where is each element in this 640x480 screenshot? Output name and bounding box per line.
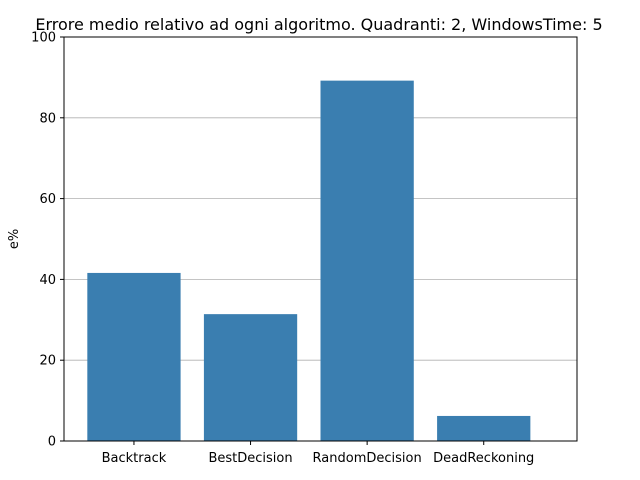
y-tick-label: 100 — [31, 31, 56, 46]
y-tick-label: 20 — [39, 354, 56, 369]
y-tick-label: 60 — [39, 192, 56, 207]
bars — [87, 80, 531, 441]
bar-deadreckoning — [437, 415, 531, 441]
bar-randomdecision — [320, 80, 414, 441]
x-tick-label: DeadReckoning — [433, 451, 534, 466]
x-tick-label: Backtrack — [102, 451, 167, 466]
chart-title: Errore medio relativo ad ogni algoritmo.… — [35, 15, 602, 34]
y-axis-ticks: 0 20 40 60 80 100 — [31, 31, 64, 450]
x-axis-ticks: Backtrack BestDecision RandomDecision DeadR… — [102, 441, 534, 466]
y-tick-label: 80 — [39, 111, 56, 126]
bar-bestdecision — [203, 314, 298, 441]
x-tick-label: RandomDecision — [313, 451, 422, 466]
x-tick-label: BestDecision — [208, 451, 292, 466]
y-tick-label: 0 — [48, 435, 56, 450]
plot-frame — [63, 36, 578, 442]
y-axis-label: e% — [7, 229, 22, 249]
bar-backtrack — [87, 272, 181, 441]
y-tick-label: 40 — [39, 273, 56, 288]
